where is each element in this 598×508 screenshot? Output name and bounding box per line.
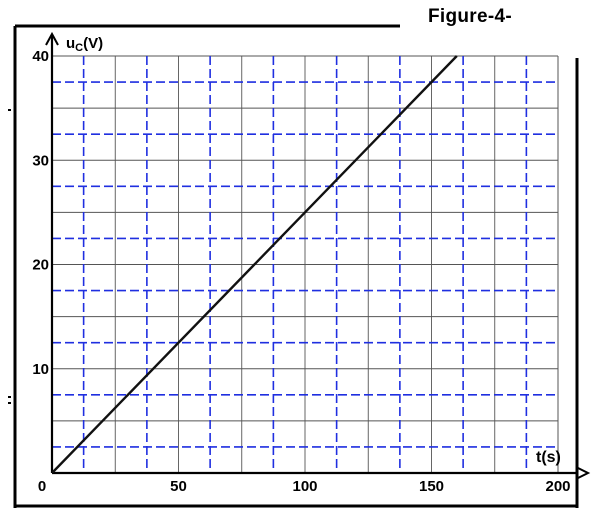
y-axis-arrow [45, 31, 59, 46]
x-tick-label: 100 [292, 478, 317, 495]
x-axis-label: t(s) [536, 449, 561, 466]
x-tick-label: 200 [545, 478, 570, 495]
y-tick-label: 40 [32, 48, 49, 65]
x-tick-label: 0 [38, 478, 46, 495]
y-axis-label-sub: C [75, 42, 83, 54]
x-axis-arrow [577, 467, 591, 479]
y-tick-label: 10 [32, 361, 49, 378]
grid-major [52, 56, 558, 473]
y-tick-label: 20 [32, 257, 49, 274]
y-axis-label-main: u [66, 35, 75, 52]
x-tick-label: 50 [170, 478, 187, 495]
series-line-0 [51, 55, 458, 474]
tick-labels: 0 50 100 150 200 10 20 30 40 [32, 48, 570, 495]
x-tick-label: 150 [419, 478, 444, 495]
figure-label: Figure-4- [428, 6, 512, 27]
axes [45, 31, 591, 479]
y-axis-label-unit: (V) [83, 35, 103, 52]
series [51, 55, 458, 474]
y-tick-label: 30 [32, 152, 49, 169]
y-axis-label: uC(V) [66, 35, 103, 54]
grid-minor [52, 55, 559, 473]
